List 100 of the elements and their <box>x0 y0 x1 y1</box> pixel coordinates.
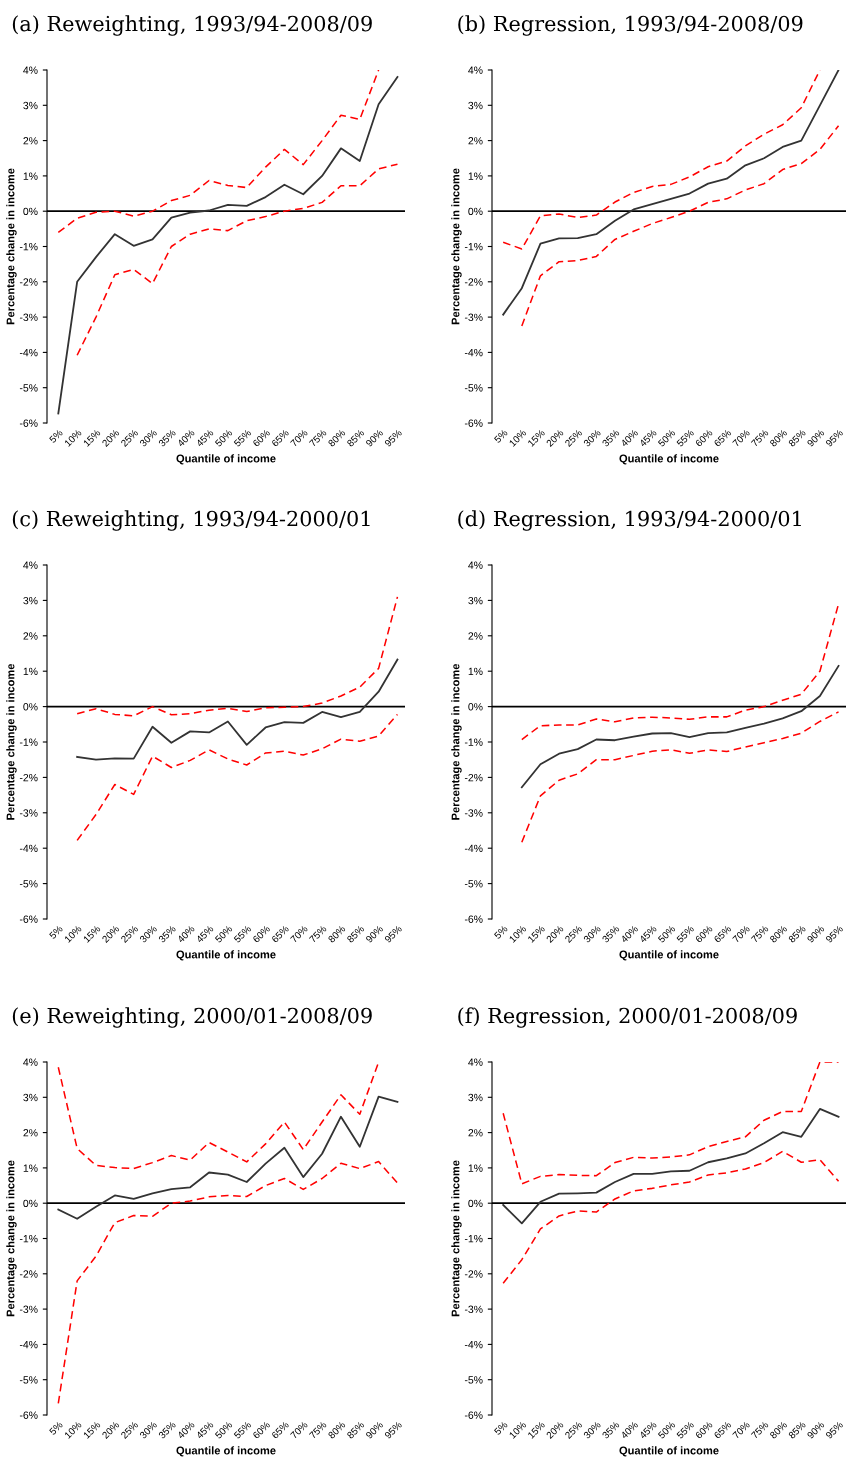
x-tick-label: 65% <box>271 1420 290 1440</box>
line-series <box>521 125 840 327</box>
y-axis-title: Percentage change in income <box>6 663 17 820</box>
y-tick-label: -3% <box>19 313 38 321</box>
y-tick-label: 3% <box>468 1093 483 1102</box>
x-tick-label: 45% <box>195 429 214 448</box>
x-tick-label: 5% <box>493 925 508 940</box>
x-tick-label: 75% <box>308 429 327 448</box>
y-tick-label: -3% <box>19 1305 38 1313</box>
x-tick-label: 40% <box>176 1420 196 1440</box>
x-tick-label: 75% <box>750 429 769 448</box>
x-tick-label: 30% <box>583 1420 602 1440</box>
x-tick-label: 60% <box>694 428 713 448</box>
y-tick-label: -2% <box>464 278 483 286</box>
y-tick-label: 3% <box>23 1093 38 1102</box>
y-tick-label: -1% <box>464 1235 483 1243</box>
x-tick-label: 5% <box>48 925 64 940</box>
y-tick-label: -4% <box>464 348 483 357</box>
y-tick-label: 0% <box>468 703 483 711</box>
x-tick-label: 5% <box>48 429 64 444</box>
line-series <box>76 713 399 842</box>
y-axis-title: Percentage change in income <box>6 168 17 325</box>
line-series <box>76 658 399 761</box>
chart-title: (b) Regression, 1993/94-2008/09 <box>458 15 803 36</box>
y-tick-label: -5% <box>464 880 483 888</box>
x-tick-label: 65% <box>713 924 732 944</box>
x-tick-label: 60% <box>694 924 713 944</box>
x-tick-label: 45% <box>638 1421 658 1440</box>
x-axis-title: Quantile of income <box>619 1446 719 1457</box>
y-tick-label: 2% <box>468 632 483 640</box>
x-axis-title: Quantile of income <box>176 454 276 465</box>
y-tick-label: 4% <box>468 561 483 569</box>
line-series <box>502 1150 840 1285</box>
x-tick-label: 70% <box>732 428 751 448</box>
y-tick-label: -3% <box>464 1305 483 1313</box>
x-tick-label: 45% <box>195 925 214 944</box>
x-tick-label: 40% <box>176 924 196 944</box>
y-tick-label: 0% <box>23 703 38 711</box>
y-tick-label: -1% <box>19 1235 38 1243</box>
y-tick-label: 4% <box>468 66 483 74</box>
y-tick-label: 0% <box>23 1199 38 1208</box>
y-tick-label: -4% <box>464 844 483 853</box>
y-axis-title: Percentage change in income <box>451 168 462 325</box>
x-tick-label: 65% <box>713 1420 732 1440</box>
chart-title: (f) Regression, 2000/01-2008/09 <box>458 1007 797 1028</box>
y-tick-label: 1% <box>468 172 483 180</box>
y-tick-label: -4% <box>19 1340 38 1349</box>
x-tick-label: 60% <box>252 428 271 448</box>
y-tick-label: -2% <box>19 1270 38 1278</box>
line-series <box>502 1108 840 1225</box>
x-tick-label: 5% <box>48 1421 64 1436</box>
y-tick-label: 3% <box>468 596 483 605</box>
y-tick-label: 0% <box>23 207 38 216</box>
x-tick-label: 65% <box>271 428 290 448</box>
y-tick-label: 3% <box>468 101 483 110</box>
x-tick-label: 70% <box>290 428 309 448</box>
line-series <box>57 1160 399 1405</box>
y-tick-label: 4% <box>23 561 38 569</box>
y-tick-label: 4% <box>468 1058 483 1066</box>
y-tick-label: -1% <box>464 738 483 746</box>
x-tick-label: 65% <box>271 924 290 944</box>
y-tick-label: -1% <box>464 243 483 251</box>
x-axis-title: Quantile of income <box>176 1446 276 1457</box>
y-tick-label: -6% <box>19 915 38 923</box>
line-series <box>57 1095 399 1220</box>
x-tick-label: 40% <box>620 428 639 448</box>
chart-title: (c) Reweighting, 1993/94-2000/01 <box>12 510 370 531</box>
x-tick-label: 45% <box>638 429 658 448</box>
x-tick-label: 60% <box>252 1420 271 1440</box>
y-tick-label: 4% <box>23 1058 38 1066</box>
y-tick-label: 1% <box>468 1164 483 1172</box>
y-tick-label: 2% <box>23 632 38 640</box>
y-axis-title: Percentage change in income <box>6 1160 17 1317</box>
line-series <box>502 70 821 250</box>
x-axis-title: Quantile of income <box>176 950 276 961</box>
y-tick-label: -6% <box>464 1411 483 1419</box>
x-tick-label: 30% <box>583 428 602 448</box>
x-axis-title: Quantile of income <box>619 950 719 961</box>
x-tick-label: 5% <box>493 1421 508 1436</box>
y-tick-label: -2% <box>464 1270 483 1278</box>
line-series <box>57 70 380 234</box>
line-series <box>76 163 399 356</box>
x-tick-label: 65% <box>713 428 732 448</box>
line-series <box>502 70 840 316</box>
x-tick-label: 35% <box>158 924 177 944</box>
y-tick-label: 3% <box>23 101 38 110</box>
y-tick-label: -6% <box>19 419 38 427</box>
x-tick-label: 75% <box>308 1421 327 1440</box>
y-tick-label: -2% <box>19 773 38 782</box>
y-tick-label: -3% <box>464 313 483 321</box>
x-tick-label: 75% <box>750 925 769 944</box>
x-tick-label: 60% <box>252 924 271 944</box>
y-tick-label: -6% <box>464 419 483 427</box>
x-tick-label: 75% <box>308 925 327 944</box>
x-tick-label: 40% <box>620 1420 639 1440</box>
y-tick-label: 4% <box>23 66 38 74</box>
line-series <box>521 603 840 741</box>
y-tick-label: 0% <box>468 1199 483 1208</box>
chart-title: (d) Regression, 1993/94-2000/01 <box>458 510 801 531</box>
line-series <box>57 76 399 415</box>
